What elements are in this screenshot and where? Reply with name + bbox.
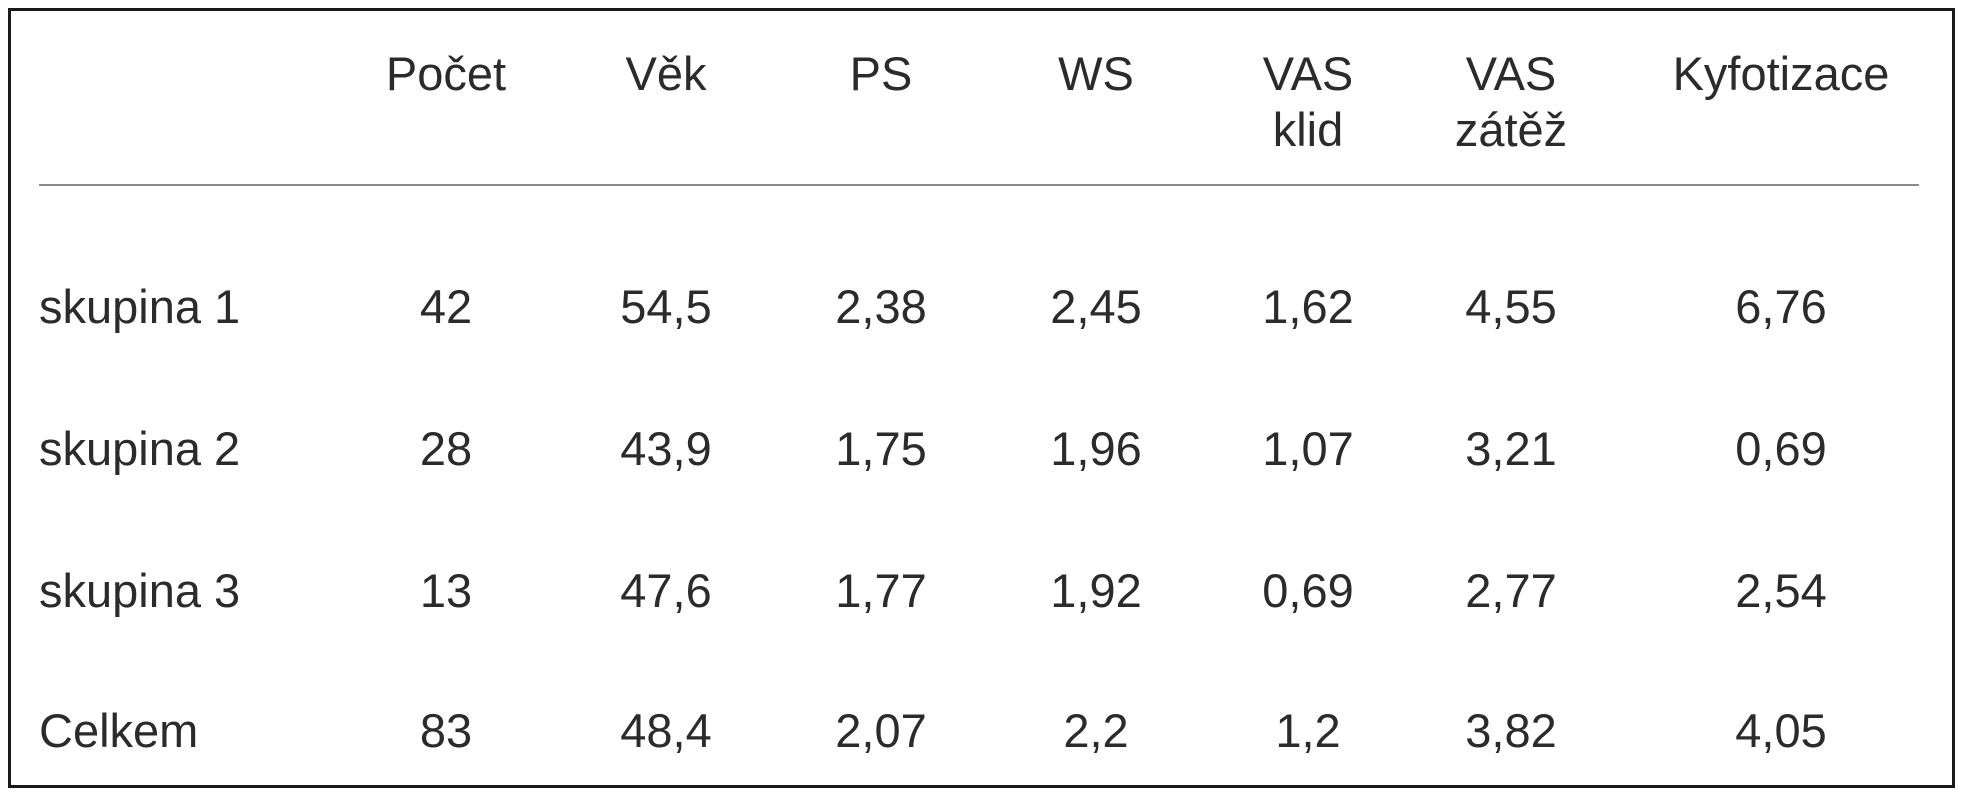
table-cell: 2,07 xyxy=(835,704,927,757)
table-cell: 1,92 xyxy=(1050,564,1142,617)
column-header-ws: WS xyxy=(996,46,1196,102)
table-cell: 2,54 xyxy=(1735,564,1827,617)
table-cell: 2,38 xyxy=(835,280,927,333)
column-header-pocet: Počet xyxy=(346,46,546,102)
table-cell: 3,82 xyxy=(1465,704,1557,757)
row-label: Celkem xyxy=(39,704,199,757)
table-cell: 1,07 xyxy=(1262,422,1354,475)
table-cell: 0,69 xyxy=(1735,422,1827,475)
table-cell: 1,75 xyxy=(835,422,927,475)
column-header-line: Věk xyxy=(625,47,707,100)
column-header-line: zátěž xyxy=(1454,103,1568,156)
column-header-line: Kyfotizace xyxy=(1672,47,1890,100)
column-header-line: klid xyxy=(1272,103,1344,156)
table-cell: 3,21 xyxy=(1465,422,1557,475)
table-cell: 42 xyxy=(419,280,473,333)
table-cell: 4,55 xyxy=(1465,280,1557,333)
column-header-line: VAS xyxy=(1465,47,1557,100)
table-cell: 13 xyxy=(419,564,473,617)
table-cell: 83 xyxy=(419,704,473,757)
column-header-vas-zatez: VAS zátěž xyxy=(1411,46,1611,158)
table-cell: 48,4 xyxy=(620,704,712,757)
table-cell: 47,6 xyxy=(620,564,712,617)
column-header-vek: Věk xyxy=(566,46,766,102)
row-label: skupina 2 xyxy=(39,422,241,475)
table-cell: 43,9 xyxy=(620,422,712,475)
table-cell: 54,5 xyxy=(620,280,712,333)
column-header-line: WS xyxy=(1058,47,1134,100)
table-cell: 2,77 xyxy=(1465,564,1557,617)
column-header-line: VAS xyxy=(1262,47,1354,100)
table-cell: 1,96 xyxy=(1050,422,1142,475)
row-label: skupina 3 xyxy=(39,564,241,617)
column-header-vas-klid: VAS klid xyxy=(1208,46,1408,158)
column-header-line: Počet xyxy=(385,47,507,100)
table-cell: 28 xyxy=(419,422,473,475)
data-table: Počet Věk PS WS VAS klid VAS zátěž Kyfot… xyxy=(8,8,1955,788)
table-cell: 6,76 xyxy=(1735,280,1827,333)
row-label: skupina 1 xyxy=(39,280,241,333)
column-header-line: PS xyxy=(849,47,913,100)
column-header-kyfotizace: Kyfotizace xyxy=(1651,46,1911,102)
header-divider xyxy=(39,184,1919,186)
table-cell: 4,05 xyxy=(1735,704,1827,757)
table-cell: 2,2 xyxy=(1063,704,1129,757)
column-header-ps: PS xyxy=(781,46,981,102)
table-cell: 1,62 xyxy=(1262,280,1354,333)
table-cell: 1,2 xyxy=(1275,704,1341,757)
table-cell: 1,77 xyxy=(835,564,927,617)
table-cell: 0,69 xyxy=(1262,564,1354,617)
table-cell: 2,45 xyxy=(1050,280,1142,333)
